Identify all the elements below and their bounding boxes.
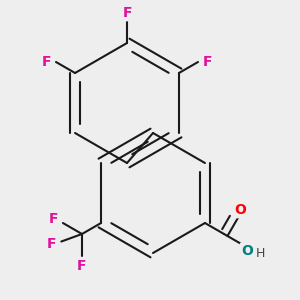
Text: O: O bbox=[241, 244, 253, 258]
Text: F: F bbox=[77, 259, 87, 273]
Text: H: H bbox=[255, 247, 265, 260]
Text: F: F bbox=[46, 236, 56, 250]
Text: F: F bbox=[202, 55, 212, 69]
Text: F: F bbox=[49, 212, 59, 226]
Text: O: O bbox=[234, 203, 246, 217]
Text: F: F bbox=[122, 6, 132, 20]
Text: F: F bbox=[42, 55, 52, 69]
